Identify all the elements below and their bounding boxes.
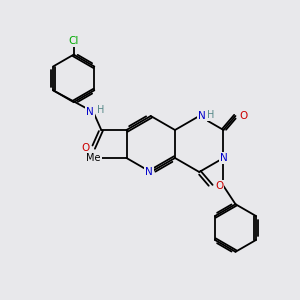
Text: N: N: [86, 107, 94, 117]
Text: N: N: [220, 153, 227, 163]
Text: N: N: [145, 167, 153, 177]
Text: H: H: [207, 110, 214, 120]
Text: Cl: Cl: [68, 36, 79, 46]
Text: H: H: [97, 105, 104, 115]
Text: O: O: [215, 181, 224, 191]
Text: O: O: [239, 111, 247, 121]
Text: O: O: [81, 143, 89, 153]
Text: Me: Me: [86, 153, 100, 163]
Text: N: N: [198, 111, 206, 121]
